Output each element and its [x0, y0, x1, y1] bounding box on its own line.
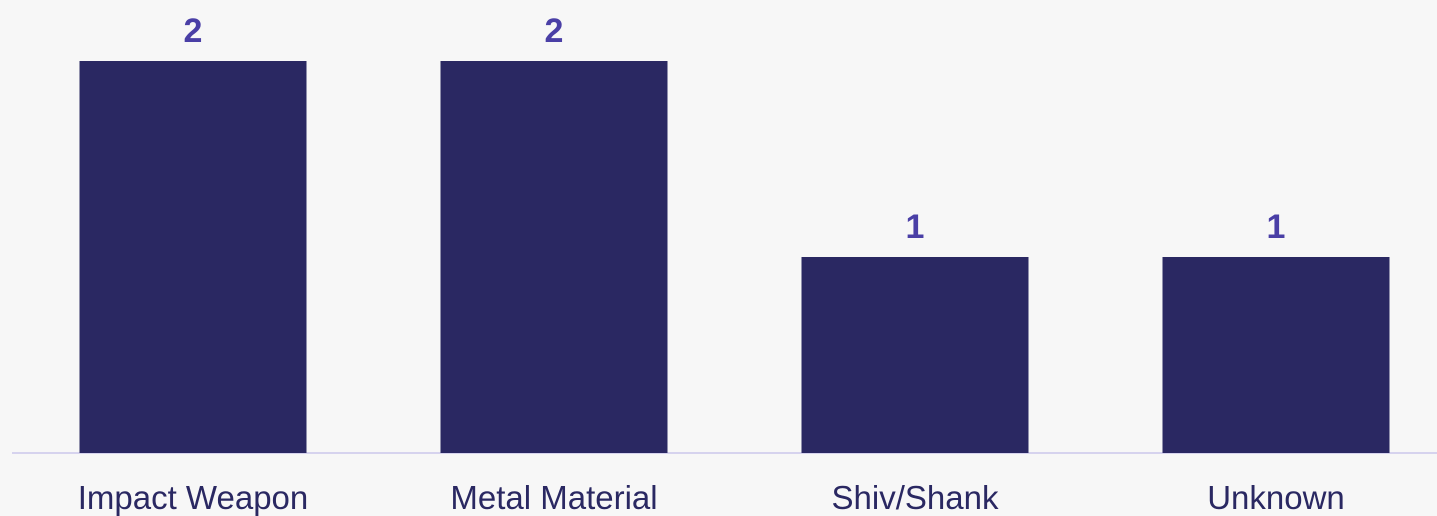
category-label: Impact Weapon: [78, 479, 309, 516]
value-label: 2: [184, 12, 203, 50]
bar-shiv-shank: [801, 257, 1029, 453]
category-labels-group: Impact Weapon Metal Material Shiv/Shank Unk…: [78, 479, 1345, 516]
category-label: Metal Material: [450, 479, 657, 516]
bar-impact-weapon: [79, 61, 307, 453]
category-label: Shiv/Shank: [832, 479, 999, 516]
bar-metal-material: [440, 61, 668, 453]
value-label: 1: [906, 208, 925, 246]
bars-group: [79, 61, 1390, 453]
bar-unknown: [1162, 257, 1390, 453]
value-labels-group: 2 2 1 1: [184, 12, 1286, 246]
category-label: Unknown: [1207, 479, 1345, 516]
value-label: 2: [545, 12, 564, 50]
value-label: 1: [1267, 208, 1286, 246]
